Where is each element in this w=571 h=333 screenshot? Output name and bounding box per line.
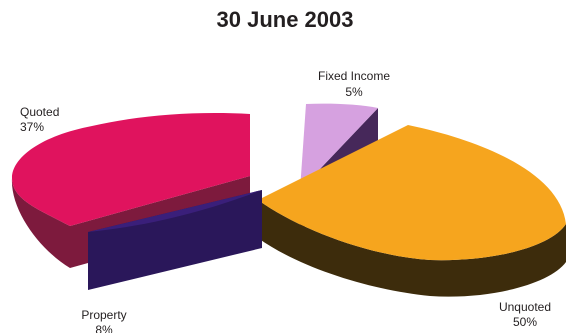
slice-side-property [88, 190, 262, 290]
slice-top-unquoted [258, 125, 566, 261]
chart-title: 30 June 2003 [217, 7, 354, 32]
slice-side-unquoted [258, 200, 566, 297]
label-name-fixed: Fixed Income [318, 69, 390, 83]
label-value-quoted: 37% [20, 120, 44, 134]
label-value-unquoted: 50% [513, 315, 537, 329]
slice-group-property [88, 190, 262, 290]
label-name-unquoted: Unquoted [499, 300, 551, 314]
slice-top-quoted [12, 113, 250, 226]
label-name-quoted: Quoted [20, 105, 59, 119]
label-value-fixed: 5% [345, 85, 363, 99]
slice-top-property [88, 190, 262, 232]
slice-group-unquoted [258, 125, 566, 297]
label-value-property: 8% [95, 323, 113, 333]
label-name-property: Property [81, 308, 126, 322]
slice-side-quoted [11, 178, 70, 268]
slice-top-fixed [300, 103, 378, 190]
